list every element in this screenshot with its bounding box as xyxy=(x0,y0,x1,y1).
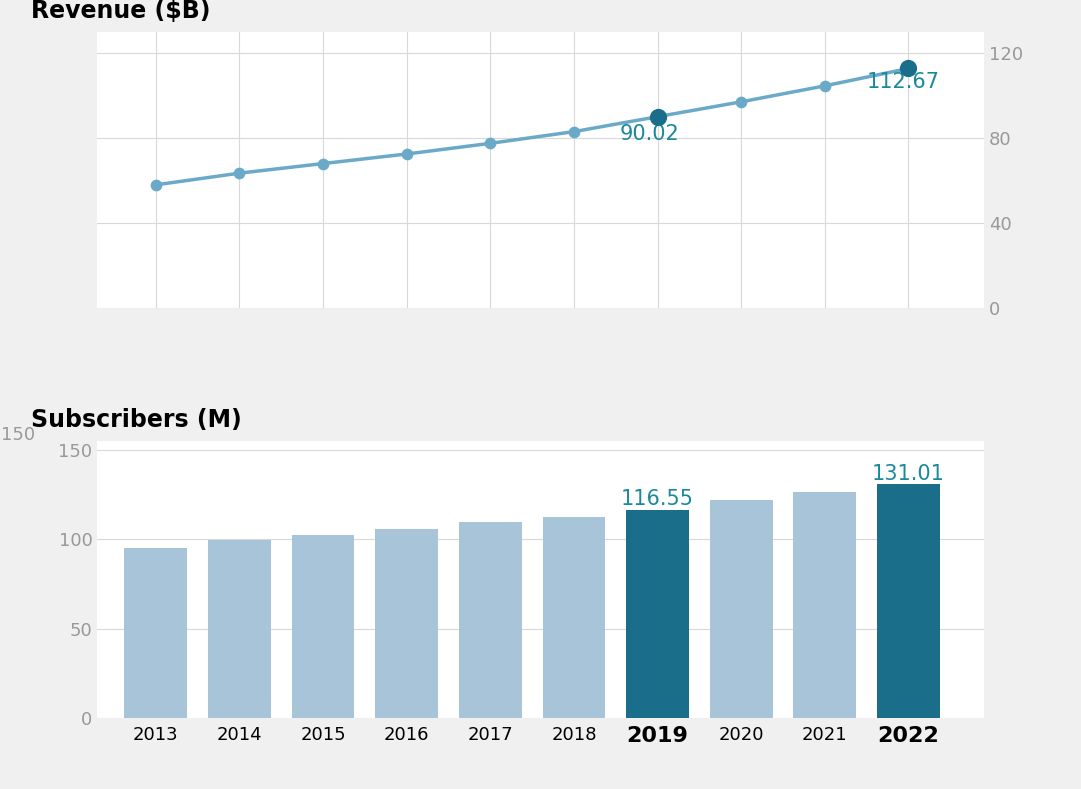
Text: 90.02: 90.02 xyxy=(619,124,680,144)
Bar xyxy=(543,517,605,718)
Bar xyxy=(375,529,438,718)
Point xyxy=(482,137,499,150)
Text: 116.55: 116.55 xyxy=(622,489,694,510)
Bar xyxy=(877,484,939,718)
Text: 112.67: 112.67 xyxy=(867,72,939,92)
Point xyxy=(649,110,666,123)
Point xyxy=(899,62,917,75)
Point xyxy=(398,148,415,160)
Point xyxy=(733,95,750,108)
Text: 150: 150 xyxy=(1,426,36,444)
Bar xyxy=(626,510,689,718)
Text: Revenue ($B): Revenue ($B) xyxy=(30,0,211,23)
Point xyxy=(315,157,332,170)
Bar xyxy=(208,540,271,718)
Point xyxy=(565,125,583,138)
Bar xyxy=(292,535,355,718)
Text: Subscribers (M): Subscribers (M) xyxy=(30,409,241,432)
Text: 131.01: 131.01 xyxy=(872,464,945,484)
Point xyxy=(816,80,833,92)
Bar xyxy=(124,548,187,718)
Bar xyxy=(793,492,856,718)
Point xyxy=(231,166,249,179)
Bar xyxy=(459,522,522,718)
Bar xyxy=(710,500,773,718)
Point xyxy=(147,178,164,191)
